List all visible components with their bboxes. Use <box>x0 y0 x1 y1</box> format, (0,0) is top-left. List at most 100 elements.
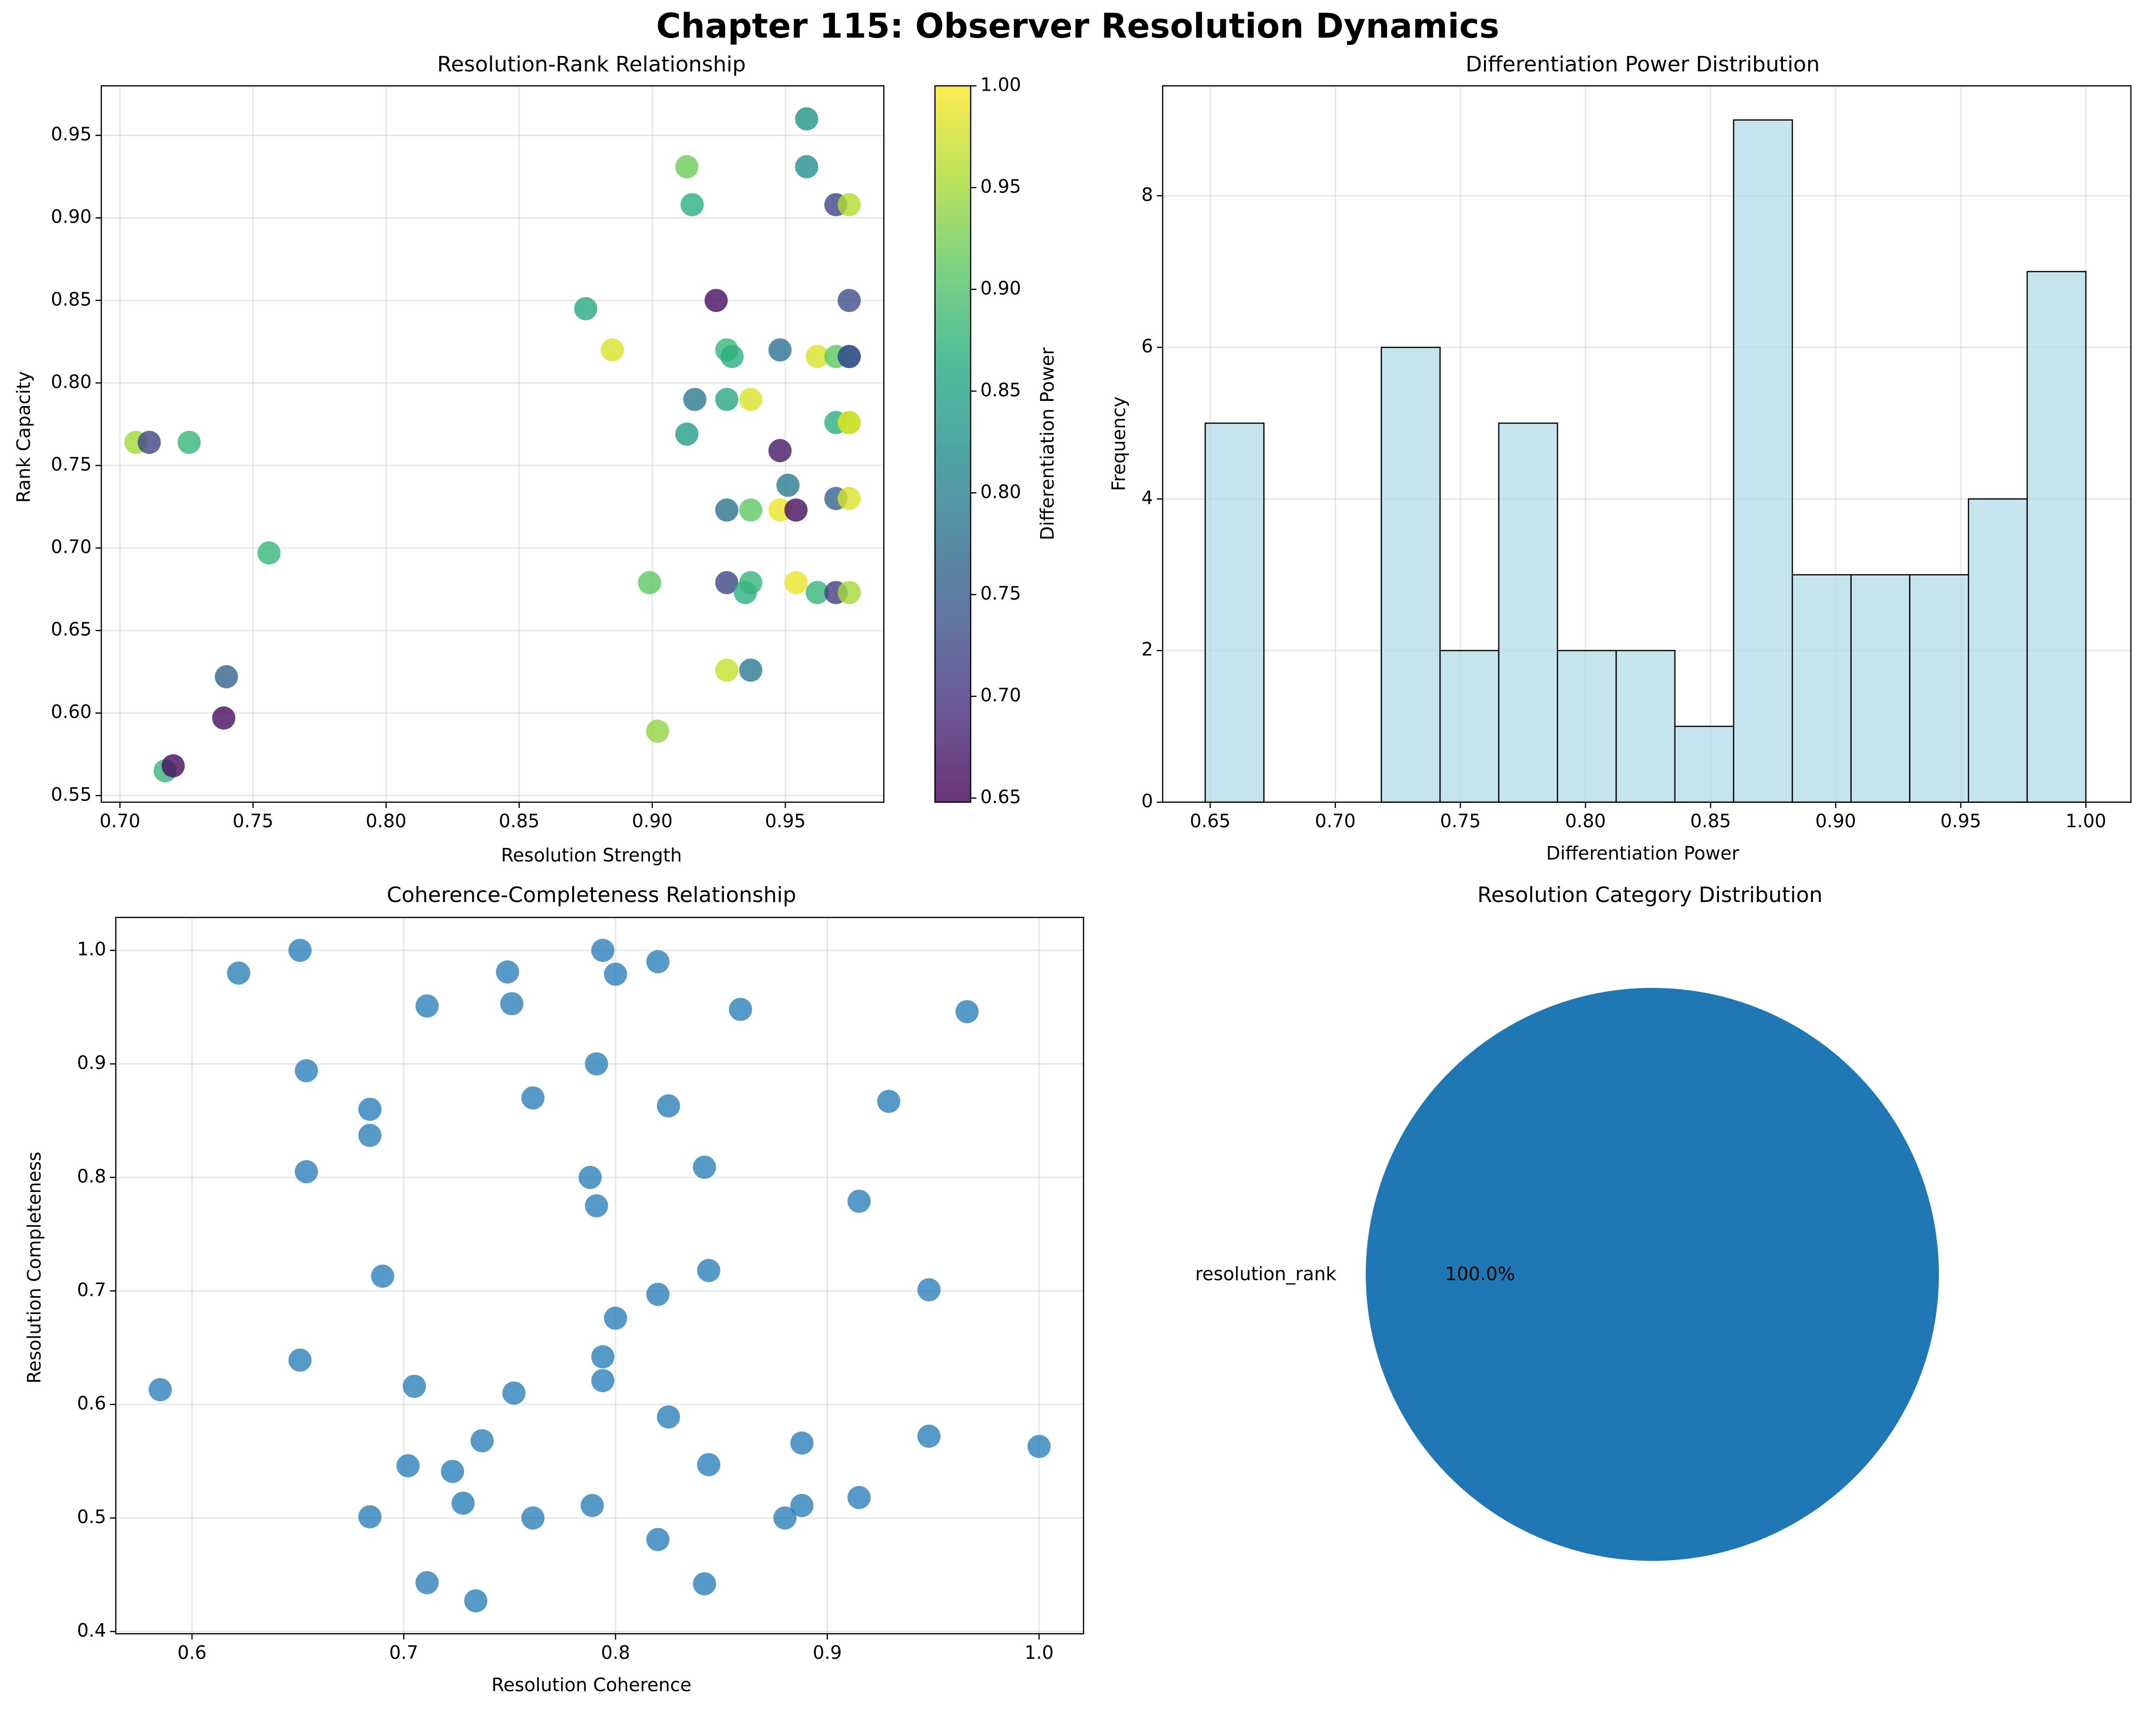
coherence-completeness-point <box>585 1052 608 1076</box>
coherence-completeness-point <box>440 1460 464 1483</box>
differentiation-histogram-panel: Differentiation Power Distribution Diffe… <box>1108 52 2132 864</box>
resolution-rank-points <box>124 107 861 782</box>
resolution-rank-point <box>806 581 829 604</box>
histogram-ytick-label: 4 <box>1141 487 1153 508</box>
colorbar-ticks: 0.65 0.70 0.75 0.80 0.85 0.90 0.95 1.00 <box>971 74 1021 807</box>
resolution-rank-point <box>137 431 161 454</box>
histogram-bar <box>1381 346 1441 803</box>
resolution-rank-ytick-label: 0.90 <box>51 206 92 227</box>
figure-suptitle: Chapter 115: Observer Resolution Dynamic… <box>656 6 1499 46</box>
resolution-rank-point <box>838 581 861 604</box>
resolution-rank-point <box>838 487 861 510</box>
coherence-completeness-point <box>470 1429 494 1452</box>
colorbar-tick-label: 0.65 <box>980 786 1021 807</box>
histogram-bar <box>1733 119 1793 803</box>
coherence-completeness-point <box>917 1424 941 1448</box>
histogram-bar <box>1968 498 2028 803</box>
histogram-xtick-label: 0.90 <box>1815 810 1856 832</box>
histogram-ylabel: Frequency <box>1108 396 1129 491</box>
resolution-rank-ytick-label: 0.85 <box>51 288 92 310</box>
coherence-completeness-point <box>847 1189 871 1213</box>
resolution-rank-ytick-label: 0.75 <box>51 453 92 475</box>
coherence-completeness-point <box>917 1278 941 1301</box>
resolution-rank-frame <box>100 85 885 803</box>
colorbar-tick-label: 0.75 <box>980 583 1021 604</box>
resolution-rank-point <box>574 297 598 320</box>
histogram-bar <box>1850 574 1910 803</box>
coherence-completeness-point <box>646 1283 670 1306</box>
resolution-rank-ytick-label: 0.55 <box>51 784 92 805</box>
coherence-completeness-point <box>728 998 752 1021</box>
coherence-completeness-point <box>371 1264 395 1288</box>
colorbar-tick-label: 1.00 <box>980 74 1021 96</box>
resolution-rank-ticks: 0.70 0.75 0.80 0.85 0.90 0.95 0.55 0.60 0.65 0.70… <box>51 123 806 832</box>
coherence-completeness-points <box>149 939 1051 1613</box>
coherence-completeness-xtick-label: 0.6 <box>178 1642 206 1663</box>
resolution-rank-point <box>795 107 819 131</box>
resolution-rank-xtick-label: 0.90 <box>632 810 673 832</box>
resolution-rank-point <box>768 498 792 522</box>
resolution-rank-point <box>768 439 792 463</box>
histogram-xlabel: Differentiation Power <box>1546 843 1740 864</box>
histogram-bars <box>1204 119 2087 803</box>
resolution-rank-point <box>212 706 235 730</box>
resolution-rank-point <box>838 193 861 217</box>
coherence-completeness-point <box>585 1194 608 1217</box>
resolution-rank-point <box>161 754 185 778</box>
resolution-rank-point <box>838 345 861 369</box>
histogram-xtick-label: 0.80 <box>1565 810 1606 832</box>
coherence-completeness-point <box>591 1345 615 1368</box>
coherence-completeness-point <box>790 1494 814 1518</box>
resolution-rank-xtick-label: 0.85 <box>499 810 540 832</box>
pie-label-resolution-rank: resolution_rank <box>1195 1263 1336 1285</box>
coherence-completeness-point <box>496 960 520 984</box>
resolution-rank-point <box>715 388 739 411</box>
histogram-bar <box>1204 423 1265 803</box>
coherence-completeness-point <box>402 1374 426 1398</box>
histogram-ytick-label: 8 <box>1141 184 1153 205</box>
coherence-completeness-point <box>790 1431 814 1455</box>
resolution-rank-point <box>215 665 238 688</box>
resolution-rank-point <box>680 193 704 217</box>
coherence-completeness-ylabel: Resolution Completeness <box>24 1152 45 1384</box>
resolution-rank-point <box>768 338 792 362</box>
coherence-completeness-point <box>580 1494 604 1518</box>
colorbar-tick-label: 0.70 <box>980 684 1021 706</box>
resolution-rank-point <box>739 658 763 682</box>
coherence-completeness-point <box>604 1306 627 1330</box>
coherence-completeness-point <box>657 1094 680 1118</box>
coherence-completeness-frame <box>115 916 1085 1635</box>
colorbar-tick-label: 0.85 <box>980 379 1021 400</box>
resolution-rank-point <box>739 498 763 522</box>
resolution-rank-point <box>784 571 808 594</box>
histogram-xtick-label: 0.75 <box>1440 810 1481 832</box>
resolution-rank-point <box>806 345 829 369</box>
coherence-completeness-ytick-label: 1.0 <box>77 939 106 960</box>
histogram-bar <box>1909 574 1969 803</box>
coherence-completeness-ytick-label: 0.6 <box>77 1393 106 1414</box>
histogram-ticks: 0.65 0.70 0.75 0.80 0.85 0.90 0.95 1.00 0 2 4 6 8 <box>1141 184 2106 832</box>
coherence-completeness-point <box>591 1369 615 1393</box>
coherence-completeness-xlabel: Resolution Coherence <box>492 1674 691 1695</box>
histogram-bar <box>2026 271 2087 803</box>
resolution-rank-point <box>838 411 861 435</box>
colorbar-frame <box>934 85 972 803</box>
coherence-completeness-point <box>500 992 523 1015</box>
coherence-completeness-point <box>521 1086 545 1110</box>
resolution-rank-xtick-label: 0.70 <box>99 810 140 832</box>
coherence-completeness-point <box>415 1571 439 1595</box>
coherence-completeness-point <box>646 1528 670 1551</box>
coherence-completeness-point <box>451 1491 475 1515</box>
coherence-completeness-point <box>227 961 250 985</box>
resolution-rank-title: Resolution-Rank Relationship <box>437 52 746 77</box>
resolution-rank-point <box>739 571 763 594</box>
resolution-rank-point <box>601 338 624 362</box>
histogram-xtick-label: 0.70 <box>1315 810 1356 832</box>
resolution-rank-xtick-label: 0.80 <box>366 810 407 832</box>
coherence-completeness-point <box>773 1506 797 1530</box>
coherence-completeness-point <box>578 1165 602 1189</box>
coherence-completeness-ytick-label: 0.4 <box>77 1620 106 1641</box>
resolution-rank-point <box>776 474 800 497</box>
coherence-completeness-point <box>288 939 312 962</box>
histogram-bar <box>1791 574 1852 803</box>
